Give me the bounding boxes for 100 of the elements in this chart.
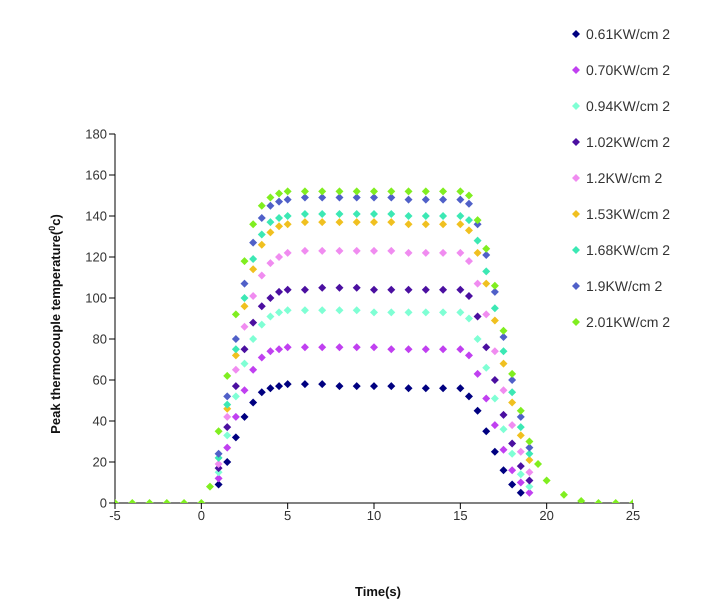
point	[275, 189, 284, 198]
point	[258, 302, 266, 310]
point	[352, 306, 361, 314]
point	[500, 425, 508, 434]
point	[422, 248, 430, 257]
point	[508, 421, 516, 430]
point	[474, 236, 482, 245]
point	[525, 438, 534, 446]
point	[206, 482, 214, 491]
point	[404, 196, 413, 204]
point	[508, 398, 516, 407]
point	[352, 210, 361, 218]
point	[525, 482, 534, 491]
point	[300, 246, 309, 255]
point	[387, 194, 396, 202]
point	[284, 196, 292, 204]
point	[464, 392, 473, 400]
point	[500, 386, 508, 394]
point	[258, 230, 266, 238]
point	[284, 248, 292, 257]
point	[525, 456, 534, 464]
point	[258, 353, 266, 362]
point	[258, 240, 266, 249]
point	[439, 286, 448, 294]
point	[258, 320, 266, 329]
point	[439, 345, 448, 354]
point	[422, 187, 430, 196]
point	[490, 282, 499, 290]
point	[249, 318, 258, 327]
point	[387, 286, 396, 294]
point	[352, 194, 361, 202]
point	[404, 308, 413, 316]
point	[404, 345, 413, 354]
y-tick-label: 40	[92, 414, 107, 429]
legend-label: 0.70KW/cm 2	[586, 62, 670, 78]
point	[318, 194, 326, 202]
point	[482, 427, 490, 436]
point	[404, 248, 413, 257]
point	[266, 194, 274, 202]
point	[258, 388, 266, 396]
point	[422, 196, 430, 204]
point	[474, 248, 482, 257]
point	[490, 376, 499, 384]
x-tick-label: 25	[626, 508, 640, 524]
point	[240, 280, 248, 288]
point	[300, 343, 309, 352]
point	[464, 192, 473, 200]
point	[352, 284, 361, 292]
point	[249, 265, 258, 274]
point	[223, 444, 232, 452]
point	[232, 345, 240, 354]
point	[439, 384, 448, 392]
point	[335, 284, 344, 292]
point	[464, 292, 473, 300]
point	[370, 187, 378, 196]
point	[525, 468, 534, 476]
x-tick-label: 10	[366, 508, 382, 524]
point	[214, 474, 223, 482]
legend-label: 1.02KW/cm 2	[586, 134, 670, 150]
point	[456, 286, 464, 294]
point	[534, 460, 542, 468]
point	[275, 222, 284, 230]
point	[560, 490, 568, 499]
point	[500, 446, 508, 454]
point	[335, 306, 344, 314]
point	[456, 345, 464, 354]
point	[404, 212, 413, 220]
point	[387, 345, 396, 354]
point	[232, 310, 240, 318]
point	[464, 351, 473, 360]
point	[474, 335, 482, 343]
point	[508, 370, 516, 378]
point	[318, 246, 326, 255]
point	[352, 382, 361, 390]
point	[490, 304, 499, 312]
point	[525, 444, 534, 452]
point	[284, 343, 292, 352]
point	[318, 306, 326, 314]
point	[482, 343, 490, 352]
point	[240, 386, 248, 394]
point	[300, 187, 309, 196]
point	[284, 306, 292, 314]
point	[482, 244, 490, 253]
point	[335, 194, 344, 202]
point	[439, 220, 448, 228]
point	[284, 187, 292, 196]
y-tick-label: 120	[85, 250, 107, 265]
point	[439, 248, 448, 257]
point	[249, 366, 258, 374]
point	[223, 431, 232, 440]
point	[370, 194, 378, 202]
y-tick-label: 60	[92, 372, 107, 388]
point	[240, 302, 248, 310]
point	[439, 308, 448, 316]
point	[249, 292, 258, 300]
point	[456, 220, 464, 228]
point	[387, 246, 396, 255]
point	[284, 220, 292, 228]
point	[516, 478, 525, 486]
point	[232, 392, 240, 400]
